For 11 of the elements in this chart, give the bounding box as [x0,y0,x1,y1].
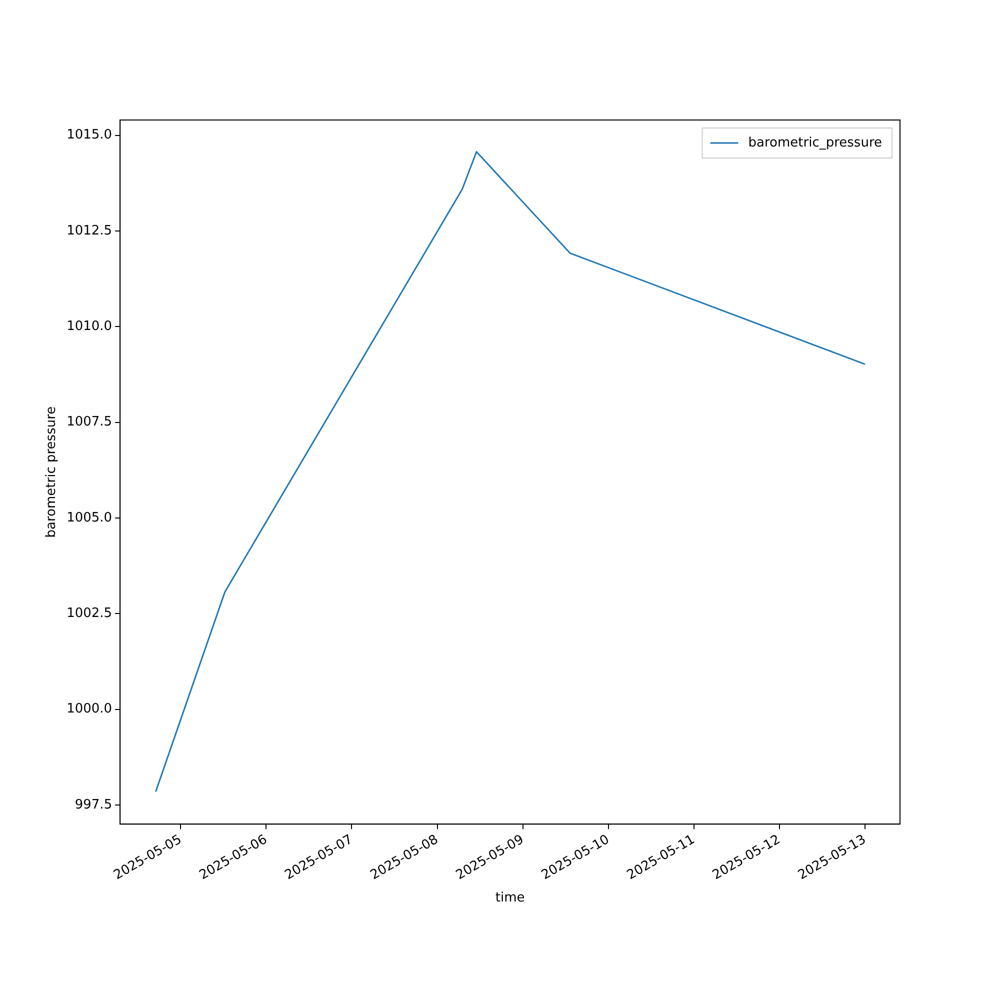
y-axis-title: barometric pressure [44,406,60,538]
y-tick-label: 1010.0 [66,319,112,334]
y-tick-label: 1005.0 [66,510,112,526]
y-tick-label: 1000.0 [66,702,112,717]
y-tick-label: 1002.5 [66,606,112,622]
y-tick-label: 1007.5 [66,414,112,430]
y-tick-label: 1015.0 [66,128,112,143]
legend-label: barometric_pressure [748,135,882,150]
x-axis-title: time [495,890,525,906]
y-tick-label: 1012.5 [66,223,112,238]
y-tick-label: 997.5 [74,797,112,812]
